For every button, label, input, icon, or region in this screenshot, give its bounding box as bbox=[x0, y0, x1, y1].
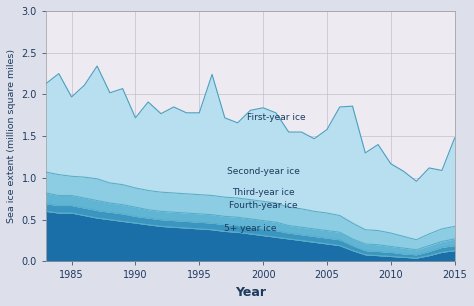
Text: 5+ year ice: 5+ year ice bbox=[224, 224, 277, 233]
X-axis label: Year: Year bbox=[235, 286, 266, 299]
Text: Third-year ice: Third-year ice bbox=[232, 188, 294, 197]
Text: Second-year ice: Second-year ice bbox=[227, 167, 300, 176]
Text: Fourth-year ice: Fourth-year ice bbox=[229, 201, 298, 210]
Y-axis label: Sea ice extent (million square miles): Sea ice extent (million square miles) bbox=[7, 49, 16, 223]
Text: First-year ice: First-year ice bbox=[246, 113, 305, 122]
